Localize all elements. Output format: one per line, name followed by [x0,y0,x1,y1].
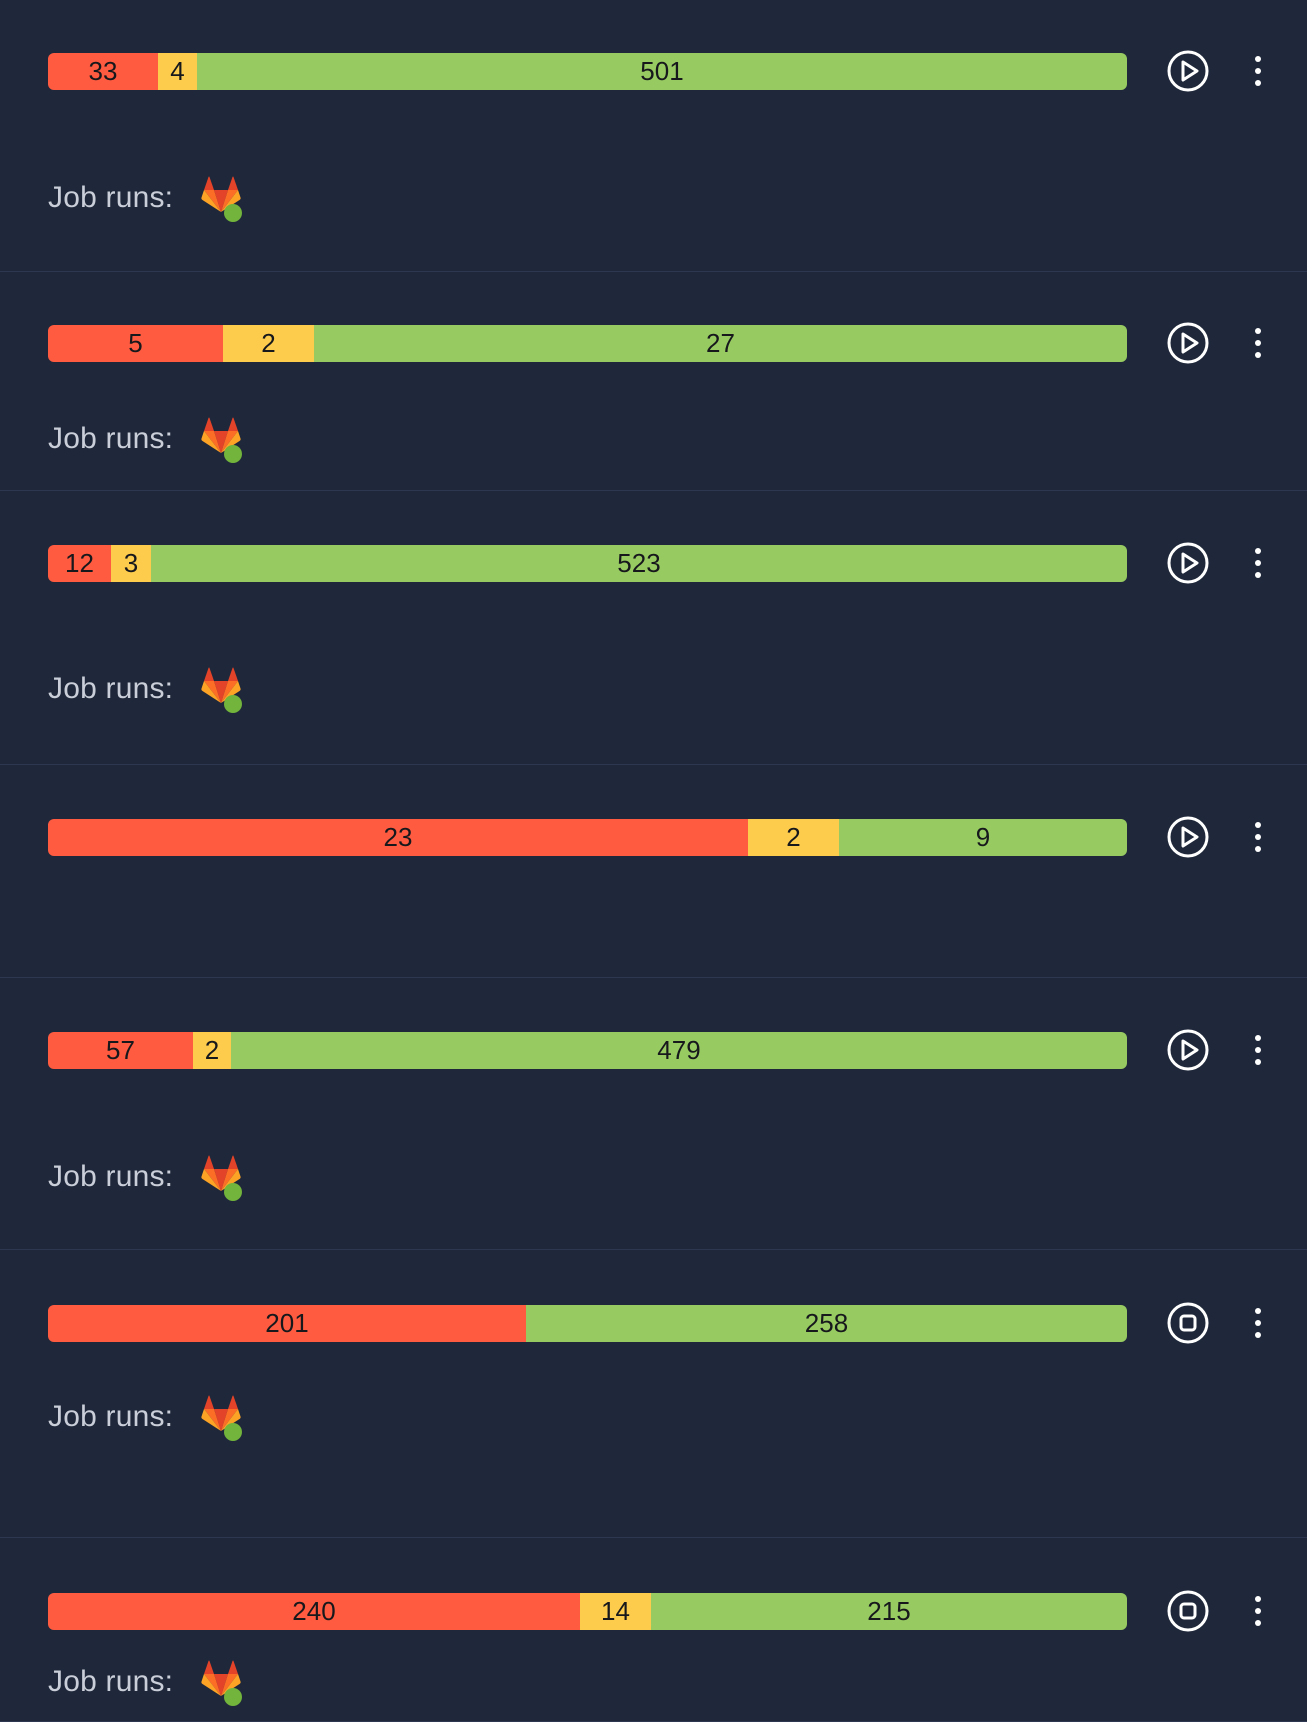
job-run-link[interactable] [199,1393,247,1441]
job-status-success-icon [224,204,243,222]
job-status-success-icon [224,695,243,713]
play-icon [1166,815,1210,859]
passed-count-segment[interactable]: 27 [314,325,1127,362]
passed-count-segment[interactable]: 501 [197,53,1127,90]
job-status-success-icon [224,445,243,463]
job-status-success-icon [224,1423,243,1441]
passed-count-segment[interactable]: 9 [839,819,1127,856]
run-button[interactable] [1164,319,1212,367]
more-menu-button[interactable] [1234,47,1282,95]
results-bar[interactable]: 5 2 27 [48,325,1127,362]
run-button[interactable] [1164,539,1212,587]
stop-icon [1166,1589,1210,1633]
more-menu-button[interactable] [1234,319,1282,367]
results-bar[interactable]: 12 3 523 [48,545,1127,582]
play-icon [1166,541,1210,585]
results-bar[interactable]: 201 258 [48,1305,1127,1342]
play-icon [1166,321,1210,365]
failed-count-segment[interactable]: 57 [48,1032,193,1069]
failed-count-segment[interactable]: 5 [48,325,223,362]
job-runs: Job runs: [48,1658,247,1706]
kebab-menu-icon [1252,545,1264,581]
kebab-menu-icon [1252,1032,1264,1068]
more-menu-button[interactable] [1234,1026,1282,1074]
test-run-row: 201 258 Job runs: [0,1250,1307,1538]
failed-count-segment[interactable]: 12 [48,545,111,582]
results-bar[interactable]: 240 14 215 [48,1593,1127,1630]
skipped-count-segment[interactable]: 2 [193,1032,231,1069]
skipped-count-segment[interactable]: 14 [580,1593,651,1630]
more-menu-button[interactable] [1234,813,1282,861]
stop-button[interactable] [1164,1587,1212,1635]
test-run-row: 57 2 479 Job runs: [0,978,1307,1250]
kebab-menu-icon [1252,53,1264,89]
skipped-count-segment[interactable]: 4 [158,53,197,90]
play-icon [1166,49,1210,93]
more-menu-button[interactable] [1234,1587,1282,1635]
job-run-link[interactable] [199,415,247,463]
job-runs-label: Job runs: [48,422,174,455]
job-status-success-icon [224,1688,243,1706]
job-status-success-icon [224,1183,243,1201]
results-bar[interactable]: 33 4 501 [48,53,1127,90]
job-runs-label: Job runs: [48,1665,174,1698]
gitlab-icon [201,1395,241,1438]
job-runs: Job runs: [48,1153,247,1201]
job-runs: Job runs: [48,1393,247,1441]
job-runs-label: Job runs: [48,1160,174,1193]
job-runs: Job runs: [48,174,247,222]
skipped-count-segment[interactable]: 2 [748,819,839,856]
kebab-menu-icon [1252,325,1264,361]
run-button[interactable] [1164,813,1212,861]
job-runs: Job runs: [48,665,247,713]
job-run-link[interactable] [199,1658,247,1706]
test-run-row: 5 2 27 Job runs: [0,272,1307,491]
results-bar[interactable]: 57 2 479 [48,1032,1127,1069]
test-run-row: 33 4 501 Job runs: [0,0,1307,272]
results-bar[interactable]: 23 2 9 [48,819,1127,856]
kebab-menu-icon [1252,819,1264,855]
skipped-count-segment[interactable]: 2 [223,325,314,362]
job-run-link[interactable] [199,665,247,713]
passed-count-segment[interactable]: 523 [151,545,1127,582]
passed-count-segment[interactable]: 258 [526,1305,1127,1342]
job-runs-label: Job runs: [48,1400,174,1433]
job-run-link[interactable] [199,174,247,222]
kebab-menu-icon [1252,1305,1264,1341]
failed-count-segment[interactable]: 201 [48,1305,526,1342]
passed-count-segment[interactable]: 215 [651,1593,1127,1630]
more-menu-button[interactable] [1234,1299,1282,1347]
gitlab-icon [201,1155,241,1198]
run-button[interactable] [1164,47,1212,95]
test-run-row: 23 2 9 [0,765,1307,978]
failed-count-segment[interactable]: 23 [48,819,748,856]
skipped-count-segment[interactable]: 3 [111,545,151,582]
play-icon [1166,1028,1210,1072]
job-runs: Job runs: [48,415,247,463]
failed-count-segment[interactable]: 33 [48,53,158,90]
job-runs-label: Job runs: [48,672,174,705]
test-run-row: 12 3 523 Job runs: [0,491,1307,765]
failed-count-segment[interactable]: 240 [48,1593,580,1630]
run-button[interactable] [1164,1026,1212,1074]
job-runs-label: Job runs: [48,181,174,214]
test-run-row: 240 14 215 Job runs: [0,1538,1307,1722]
stop-icon [1166,1301,1210,1345]
passed-count-segment[interactable]: 479 [231,1032,1127,1069]
more-menu-button[interactable] [1234,539,1282,587]
kebab-menu-icon [1252,1593,1264,1629]
job-run-link[interactable] [199,1153,247,1201]
stop-button[interactable] [1164,1299,1212,1347]
gitlab-icon [201,1660,241,1703]
